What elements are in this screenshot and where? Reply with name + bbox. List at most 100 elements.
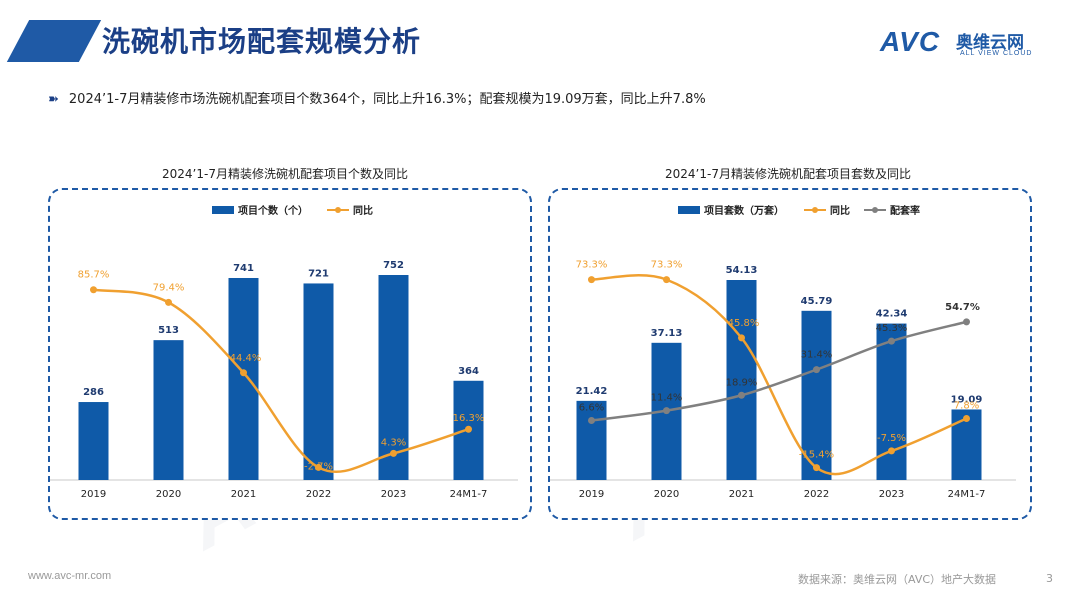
chart-1-title: 2024’1-7月精装修洗碗机配套项目个数及同比 <box>162 167 408 181</box>
summary-text: 2024’1-7月精装修市场洗碗机配套项目个数364个，同比上升16.3%；配套… <box>68 92 706 107</box>
bar-value-label: 286 <box>83 387 104 398</box>
bar-value-label: 741 <box>233 263 254 274</box>
bar-value-label: 513 <box>158 325 179 336</box>
bar-value-label: 37.13 <box>651 328 683 339</box>
x-tick-label: 2023 <box>879 489 904 500</box>
line-value-label: 16.3% <box>453 413 485 424</box>
page-number: 3 <box>1046 572 1053 585</box>
series-marker <box>888 337 895 345</box>
line-value-label: 31.4% <box>801 350 833 361</box>
bar-value-label: 721 <box>308 268 329 279</box>
series-marker <box>663 276 670 284</box>
series-marker <box>315 463 322 471</box>
legend-swatch-bar <box>212 206 234 214</box>
series-marker <box>963 318 970 326</box>
line-value-label: 73.3% <box>576 260 608 271</box>
x-tick-label: 2020 <box>654 489 679 500</box>
series-line <box>93 288 469 473</box>
bar <box>228 277 259 480</box>
legend-label: 同比 <box>353 204 373 217</box>
bar <box>378 275 409 480</box>
series-marker <box>165 298 172 306</box>
chart-1-panel: 项目个数（个） 同比 286 2019 513 2020 741 2021 721 2022 752… <box>44 188 532 520</box>
line-value-label: 54.7% <box>945 302 980 313</box>
line-value-label: -2.7% <box>304 461 333 472</box>
series-marker <box>465 425 472 433</box>
series-marker <box>90 286 97 294</box>
line-value-label: 6.6% <box>579 402 604 413</box>
summary-bullet: ➽ 2024’1-7月精装修市场洗碗机配套项目个数364个，同比上升16.3%；配… <box>48 88 706 107</box>
bar <box>78 402 109 480</box>
chart-2-svg: 项目套数（万套） 同比 配套率 21.42 2019 37.13 2020 54.13 2021… <box>542 204 1016 500</box>
series-line <box>591 274 967 476</box>
legend-label: 项目套数（万套） <box>704 204 784 217</box>
series-marker <box>813 366 820 374</box>
legend-swatch-marker <box>812 207 818 213</box>
line-value-label: 45.3% <box>876 323 908 334</box>
page-title: 洗碗机市场配套规模分析 <box>102 25 422 58</box>
x-tick-label: 2022 <box>804 489 829 500</box>
chart-2-panel: 项目套数（万套） 同比 配套率 21.42 2019 37.13 2020 54.13 2021… <box>542 188 1032 520</box>
series-marker <box>738 334 745 342</box>
x-tick-label: 2021 <box>729 489 754 500</box>
line-value-label: 79.4% <box>153 282 185 293</box>
legend-label: 项目个数（个） <box>238 204 308 217</box>
line-value-label: 4.3% <box>381 437 406 448</box>
bullet-arrow-icon: ➽ <box>48 92 59 107</box>
logo-cn-text: 奥维云网 <box>956 33 1024 53</box>
bar <box>726 280 757 480</box>
logo-sub-text: ALL VIEW CLOUD <box>960 50 1033 57</box>
series-line <box>591 320 967 422</box>
series-marker <box>588 416 595 424</box>
series-marker <box>813 464 820 472</box>
legend-swatch-bar <box>678 206 700 214</box>
series-marker <box>588 276 595 284</box>
bar <box>153 340 184 480</box>
series-marker <box>738 391 745 399</box>
bar <box>576 400 607 480</box>
line-value-label: 73.3% <box>651 260 683 271</box>
series-marker <box>888 447 895 455</box>
x-tick-label: 24M1-7 <box>948 489 986 500</box>
line-value-label: 11.4% <box>651 393 683 404</box>
bar-value-label: 19.09 <box>951 394 983 405</box>
series-marker <box>390 449 397 457</box>
legend-label: 同比 <box>830 204 850 217</box>
bar-value-label: 364 <box>458 366 479 377</box>
header: 洗碗机市场配套规模分析 AVC 奥维云网 ALL VIEW CLOUD <box>0 0 1080 80</box>
x-tick-label: 2020 <box>156 489 181 500</box>
x-tick-label: 2019 <box>579 489 604 500</box>
avc-logo: AVC 奥维云网 ALL VIEW CLOUD <box>880 26 1060 66</box>
chart-2-title: 2024’1-7月精装修洗碗机配套项目套数及同比 <box>665 167 911 181</box>
title-accent-shape <box>6 20 102 62</box>
x-tick-label: 2023 <box>381 489 406 500</box>
x-tick-label: 2022 <box>306 489 331 500</box>
footer-website: www.avc-mr.com <box>28 570 112 582</box>
line-value-label: 45.8% <box>728 318 760 329</box>
bar-value-label: 54.13 <box>726 265 758 276</box>
logo-main-text: AVC <box>880 26 941 57</box>
bar-value-label: 21.42 <box>576 386 608 397</box>
x-tick-label: 24M1-7 <box>450 489 488 500</box>
legend-swatch-marker <box>335 207 341 213</box>
line-value-label: 18.9% <box>726 377 758 388</box>
bar <box>801 310 832 480</box>
x-tick-label: 2021 <box>231 489 256 500</box>
chart-1-svg: 项目个数（个） 同比 286 2019 513 2020 741 2021 721 2022 752… <box>44 204 518 500</box>
line-value-label: 7.8% <box>954 400 979 411</box>
series-marker <box>963 414 970 422</box>
bar-value-label: 752 <box>383 260 404 271</box>
line-value-label: 85.7% <box>78 270 110 281</box>
series-marker <box>663 407 670 415</box>
bar-value-label: 45.79 <box>801 296 833 307</box>
legend-label: 配套率 <box>890 204 920 217</box>
line-value-label: 44.4% <box>230 353 262 364</box>
bar <box>303 283 334 480</box>
series-marker <box>240 369 247 377</box>
footer-source: 数据来源：奥维云网（AVC）地产大数据 <box>798 573 997 586</box>
line-value-label: -15.4% <box>799 450 834 461</box>
line-value-label: -7.5% <box>877 433 906 444</box>
bar-value-label: 42.34 <box>876 309 908 320</box>
x-tick-label: 2019 <box>81 489 106 500</box>
legend-swatch-marker <box>872 207 878 213</box>
